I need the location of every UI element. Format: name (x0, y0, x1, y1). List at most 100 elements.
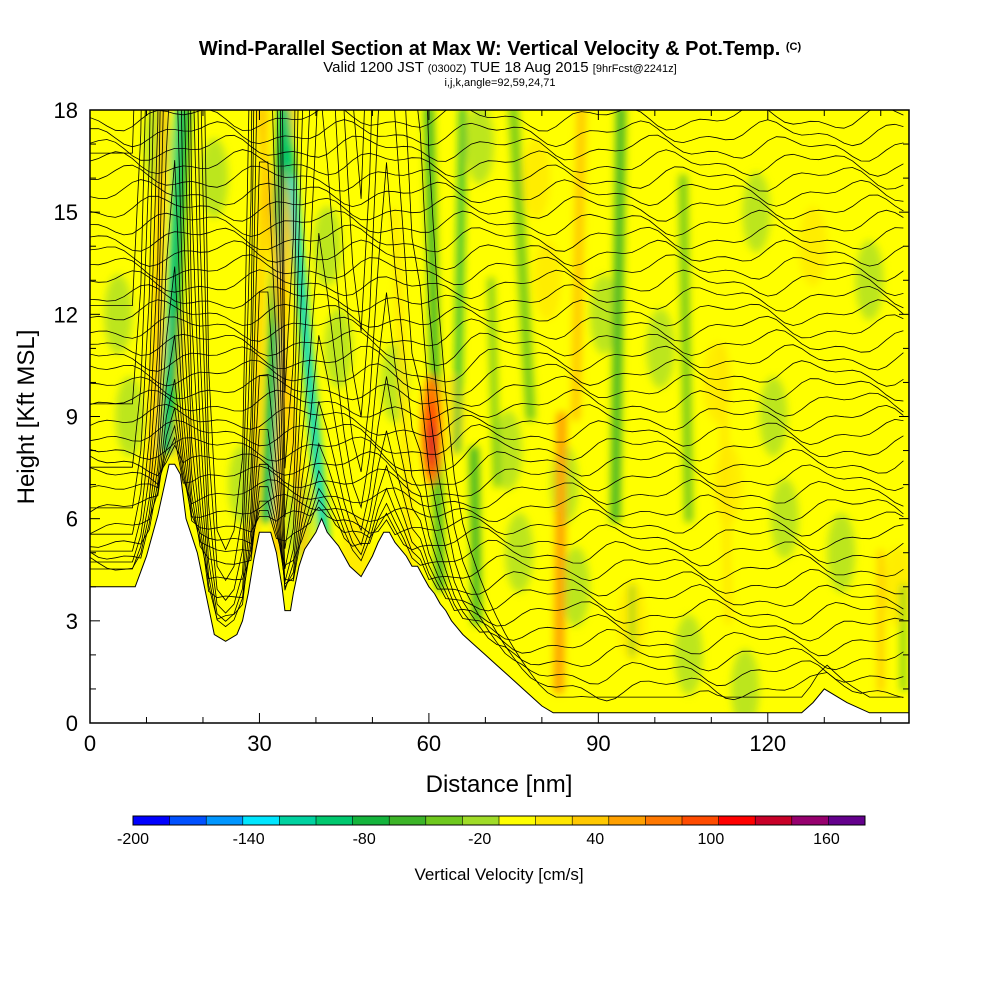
theta-contour (90, 110, 904, 642)
updraft-band (391, 208, 416, 591)
field-patch (589, 274, 618, 355)
theta-contour (90, 110, 904, 702)
terrain-mask (90, 463, 909, 723)
theta-contour (90, 436, 904, 497)
colorbar-tick-label: 160 (813, 831, 840, 848)
updraft-band (553, 411, 567, 694)
colorbar-swatch (242, 816, 280, 825)
colorbar-swatch (645, 816, 683, 825)
updraft-band (719, 344, 732, 625)
colorbar-tick-label: -20 (468, 831, 491, 848)
y-tick-label: 9 (66, 405, 78, 430)
field-patch (798, 206, 827, 287)
theta-contour (90, 379, 904, 537)
theta-contour (90, 407, 904, 523)
theta-contour (90, 418, 904, 455)
x-tick-label: 90 (586, 731, 610, 756)
theta-contour (90, 224, 904, 253)
y-tick-label: 15 (54, 200, 78, 225)
field-patch (561, 546, 590, 627)
colorbar-tick-label: -140 (233, 831, 265, 848)
y-tick-label: 3 (66, 609, 78, 634)
theta-contour (90, 434, 904, 472)
theta-contour (90, 359, 904, 396)
x-tick-label: 120 (749, 731, 786, 756)
y-tick-label: 18 (54, 98, 78, 123)
copyright-mark: (C) (785, 41, 802, 53)
colorbar-swatch (425, 816, 463, 825)
colorbar: -200 -140 -80 -20 40 100 160 (117, 815, 866, 848)
colorbar-swatch (828, 816, 866, 825)
x-tick-label: 60 (417, 731, 441, 756)
field-patch (465, 110, 494, 185)
field-patch (115, 376, 144, 457)
theta-contour (90, 110, 904, 698)
field-patch (674, 614, 703, 695)
theta-contour (90, 239, 904, 271)
theta-contour (90, 194, 904, 222)
field-patch (855, 240, 884, 321)
theta-contour (90, 164, 904, 192)
colorbar-tick-label: -80 (353, 831, 376, 848)
downdraft-band (469, 446, 482, 626)
theta-contour (90, 110, 904, 132)
theta-contour (90, 110, 904, 597)
field-patch (104, 274, 133, 355)
theta-contour (90, 329, 904, 366)
colorbar-label: Vertical Velocity [cm/s] (414, 865, 583, 884)
chart-title: Wind-Parallel Section at Max W: Vertical… (198, 38, 802, 60)
theta-contour (90, 269, 904, 300)
theta-contour (90, 110, 904, 612)
updraft-band (255, 110, 309, 557)
field-patch (200, 138, 229, 219)
downdraft-band (260, 110, 287, 524)
terrain (90, 463, 909, 723)
field-patch (646, 308, 675, 389)
field-patch (228, 444, 257, 525)
colorbar-swatch (316, 816, 353, 825)
field-patch (522, 138, 551, 219)
colorbar-tick-label: -200 (117, 831, 149, 848)
theta-contour (90, 334, 904, 552)
chart-title-block: Wind-Parallel Section at Max W: Vertical… (0, 36, 1000, 89)
chart-subtitle-valid: Valid 1200 JST (0300Z) TUE 18 Aug 2015 [… (323, 59, 677, 76)
theta-contour (90, 179, 904, 208)
theta-contour (90, 314, 904, 347)
colorbar-swatch (718, 816, 756, 825)
colorbar-swatch (791, 816, 829, 825)
colorbar-swatch (389, 816, 427, 825)
theta-contour (90, 110, 904, 672)
theta-contour (90, 424, 904, 510)
colorbar-swatch (608, 816, 646, 825)
colorbar-swatch (133, 816, 170, 825)
colorbar-swatch (572, 816, 610, 825)
theta-contour (90, 110, 904, 687)
colorbar-swatch (352, 816, 390, 825)
colorbar-tick-label: 40 (586, 831, 604, 848)
downdraft-band (454, 110, 466, 454)
field-patch (731, 648, 760, 723)
field-patch (493, 410, 522, 491)
field-patch (313, 206, 342, 287)
theta-contour (90, 110, 904, 627)
colorbar-swatch (499, 816, 536, 825)
theta-contour (90, 149, 904, 178)
downdraft-band (488, 277, 500, 488)
updraft-core-inner (428, 421, 435, 466)
y-axis-label: Height [Kft MSL] (13, 330, 40, 505)
colorbar-swatch (169, 816, 207, 825)
theta-contour (90, 444, 904, 486)
theta-contour (90, 284, 904, 313)
colorbar-tick-label: 100 (698, 831, 725, 848)
theta-contour (90, 344, 904, 383)
colorbar-swatch (279, 816, 317, 825)
downdraft-band (164, 110, 191, 456)
theta-contour (90, 389, 904, 420)
theta-contour (90, 266, 904, 567)
theta-contour (90, 134, 904, 162)
theta-contours (90, 110, 904, 702)
colorbar-swatch (462, 816, 500, 825)
chart-subtitle-indices: i,j,k,angle=92,59,24,71 (444, 77, 556, 89)
colorbar-swatch (755, 816, 793, 825)
theta-contour (90, 209, 904, 237)
